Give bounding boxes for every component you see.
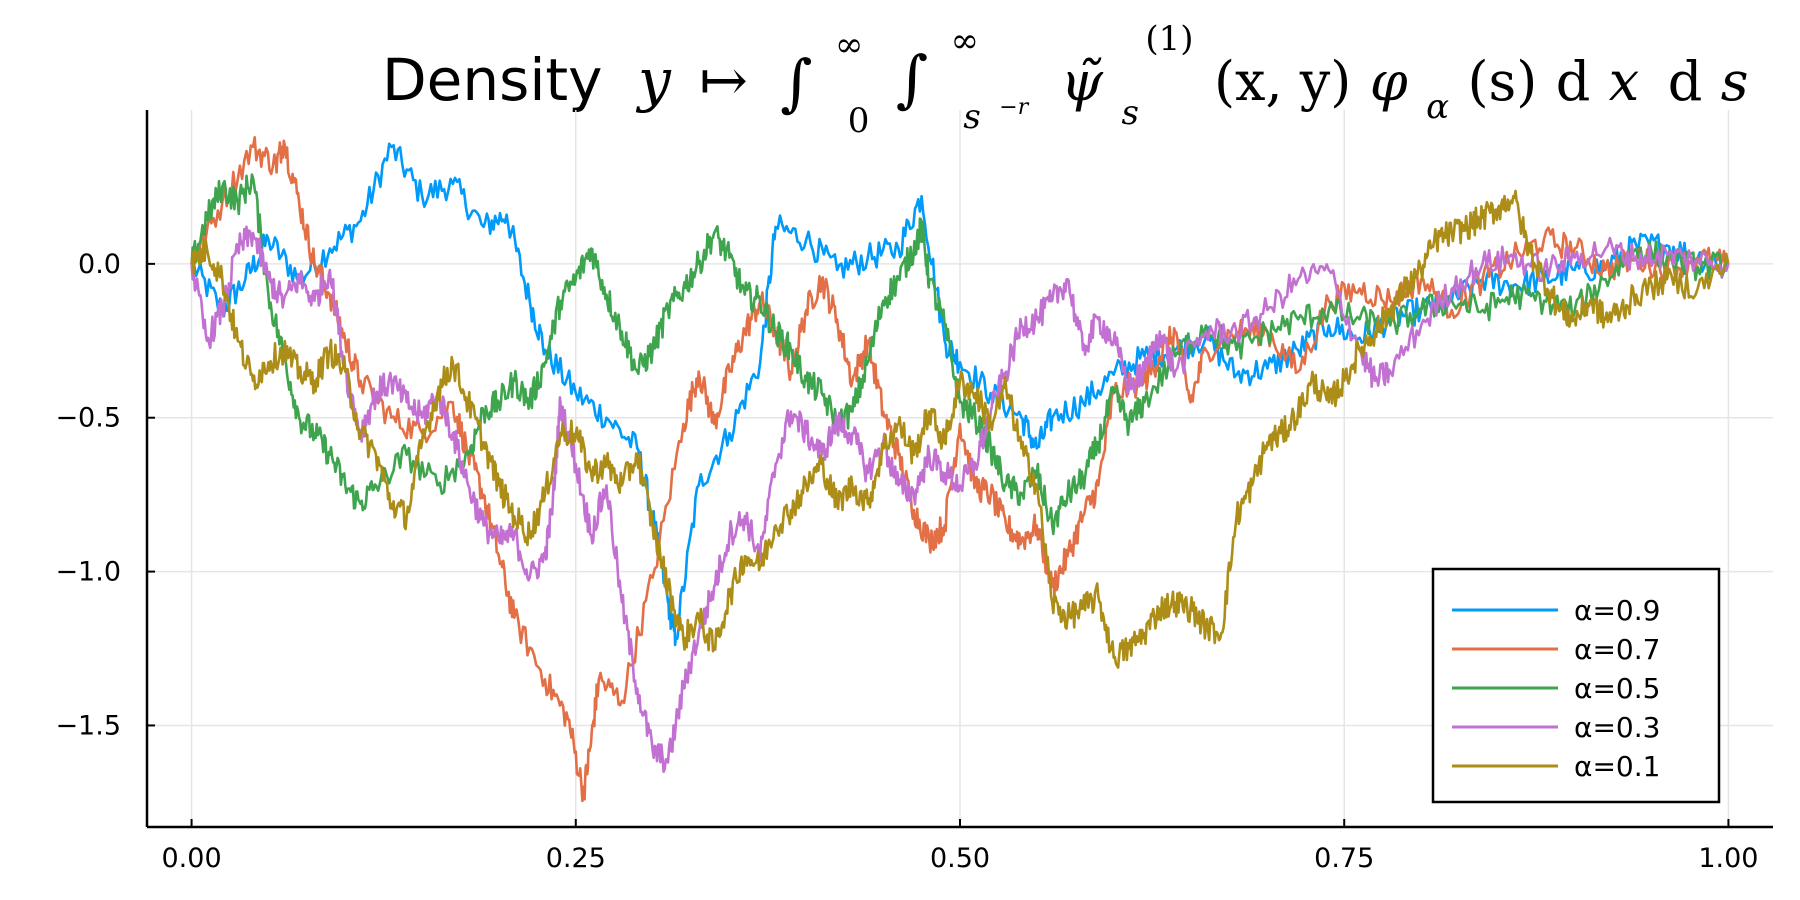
series-line-α=0.3 bbox=[190, 225, 1730, 773]
tick-labels: 0.00 0.25 0.50 0.75 1.00 0.0 −0.5 −1.0 −1.5 bbox=[55, 249, 1758, 874]
series-line-α=0.5 bbox=[190, 173, 1729, 536]
y-tick-label: −1.0 bbox=[55, 557, 121, 588]
x-tick-label: 0.75 bbox=[1314, 843, 1374, 874]
x-tick-label: 0.50 bbox=[930, 843, 990, 874]
legend-label: α=0.7 bbox=[1574, 633, 1660, 666]
y-tick-label: −0.5 bbox=[55, 403, 121, 434]
y-tick-label: −1.5 bbox=[55, 710, 121, 741]
legend-label: α=0.9 bbox=[1574, 594, 1660, 627]
legend-label: α=0.1 bbox=[1574, 750, 1660, 783]
series-lines bbox=[190, 136, 1730, 803]
legend-items: α=0.9 α=0.7 α=0.5 α=0.3 α=0.1 bbox=[1452, 594, 1660, 783]
chart-title: Density y ↦ ∫ ∞ 0 ∫ ∞ s −r ψ̃ s (1) (x, … bbox=[382, 0, 1748, 146]
legend-label: α=0.5 bbox=[1574, 672, 1660, 705]
legend-box bbox=[1431, 567, 1721, 804]
chart-title-formula: y ↦ ∫ ∞ 0 ∫ ∞ s −r ψ̃ s (1) (x, y) φ α (… bbox=[635, 0, 1748, 146]
series-line-α=0.1 bbox=[190, 189, 1730, 669]
x-tick-label: 0.25 bbox=[546, 843, 606, 874]
chart-title-prefix: Density bbox=[382, 46, 603, 114]
legend: α=0.9 α=0.7 α=0.5 α=0.3 α=0.1 bbox=[1431, 567, 1721, 804]
legend-label: α=0.3 bbox=[1574, 711, 1660, 744]
x-tick-label: 0.00 bbox=[162, 843, 222, 874]
series-line-α=0.7 bbox=[191, 136, 1730, 803]
x-tick-label: 1.00 bbox=[1698, 843, 1758, 874]
y-tick-label: 0.0 bbox=[78, 249, 121, 280]
